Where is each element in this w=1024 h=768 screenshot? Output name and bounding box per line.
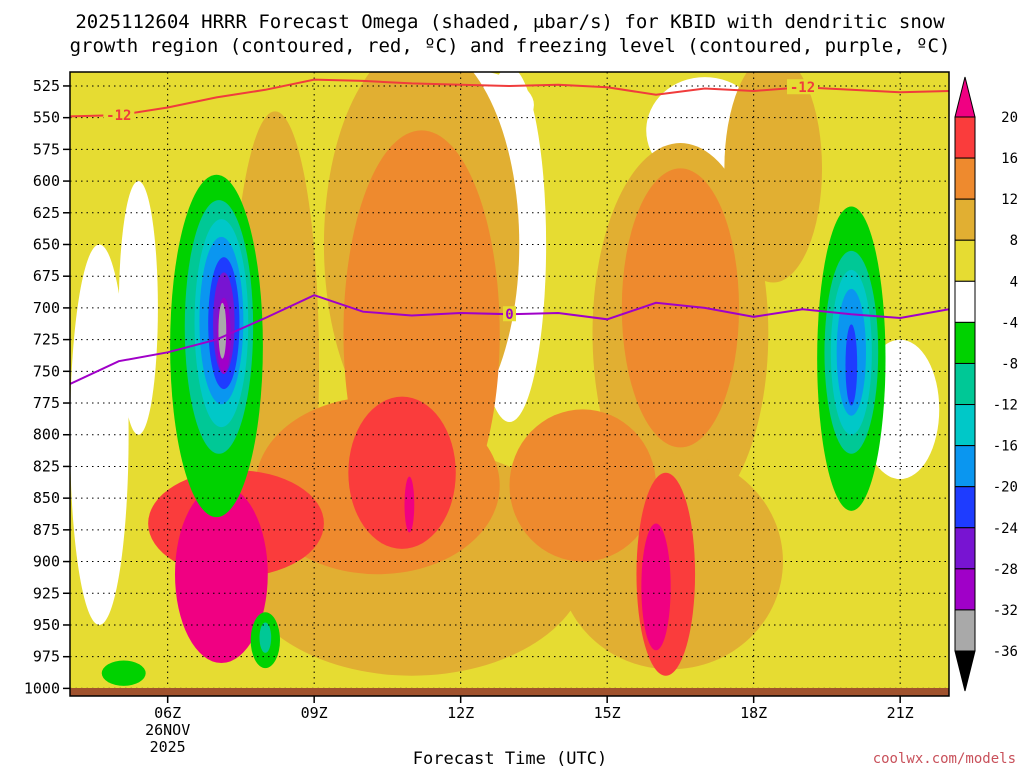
colorbar-label--12: -12 [993, 398, 1018, 414]
y-tick-label-975: 975 [33, 648, 60, 666]
omega-region-10 [348, 396, 456, 549]
dgz-contour-label-0: -12 [106, 108, 131, 124]
y-axis-pressure: 525 550 575 600 625 650 675 700 725 750 775 800 825 8… [24, 77, 70, 697]
omega-region-13 [174, 485, 268, 664]
colorbar-label--8: -8 [1001, 356, 1018, 372]
colorbar-swatch--4 [954, 280, 976, 323]
colorbar-label-4: 4 [1010, 274, 1018, 290]
x-tick-date: 26NOV [145, 721, 190, 739]
colorbar-swatch--16 [954, 404, 976, 447]
y-tick-label-675: 675 [33, 267, 60, 285]
omega-region-15 [404, 476, 415, 533]
x-tick-label-09Z: 09Z [301, 704, 328, 722]
site-credit: coolwx.com/models [873, 751, 1016, 767]
omega-region-7 [621, 168, 740, 448]
y-tick-label-600: 600 [33, 172, 60, 190]
dgz-contour-label-1: -12 [790, 80, 815, 96]
freezing-level-contour-label-bg-0 [503, 306, 516, 322]
colorbar-swatch-12 [954, 157, 976, 200]
omega-neutral-region-5 [70, 244, 129, 625]
colorbar-label--32: -32 [993, 603, 1018, 619]
y-tick-label-950: 950 [33, 616, 60, 634]
colorbar-swatch-16 [954, 116, 976, 159]
x-tick-label-12Z: 12Z [447, 704, 474, 722]
omega-neutral-region-6 [118, 181, 158, 435]
omega-region-9 [509, 409, 656, 562]
x-tick-label-18Z: 18Z [740, 704, 767, 722]
x-axis-label: Forecast Time (UTC) [413, 749, 607, 768]
colorbar-swatch--36 [954, 609, 976, 652]
x-tick-label-06Z: 06Z [154, 704, 181, 722]
y-tick-label-875: 875 [33, 521, 60, 539]
omega-region-29 [101, 660, 146, 686]
dgz-contour-label-bg-1 [787, 79, 818, 95]
x-tick-year: 2025 [150, 738, 186, 756]
omega-region-28 [845, 324, 858, 406]
y-tick-label-650: 650 [33, 235, 60, 253]
colorbar-label-16: 16 [1001, 151, 1018, 167]
ground-surface [70, 688, 949, 696]
colorbar-label--20: -20 [993, 480, 1018, 496]
colorbar-swatch--32 [954, 568, 976, 611]
colorbar-swatch--28 [954, 527, 976, 570]
colorbar-label-8: 8 [1010, 233, 1018, 249]
colorbar-label--4: -4 [1001, 315, 1018, 331]
colorbar-label-12: 12 [1001, 192, 1018, 208]
omega-region-23 [218, 302, 227, 359]
colorbar-legend: 20 16 12 8 4 -4 -8 -12 -16 -20 -24 -28 -32 -36 [954, 76, 1018, 692]
plot-area: -12 -12 0 [69, 71, 950, 697]
y-tick-label-825: 825 [33, 457, 60, 475]
contour-lines: -12 -12 0 [70, 78, 949, 385]
y-tick-label-850: 850 [33, 489, 60, 507]
y-tick-label-725: 725 [33, 331, 60, 349]
omega-region-5 [724, 72, 823, 283]
colorbar-swatch-bottom [954, 650, 976, 692]
omega-region-14 [641, 523, 671, 651]
x-tick-label-15Z: 15Z [594, 704, 621, 722]
colorbar-swatch--8 [954, 321, 976, 364]
freezing-level-contour-label-0: 0 [505, 307, 513, 323]
colorbar-label-20: 20 [1001, 110, 1018, 126]
colorbar-swatch--24 [954, 486, 976, 529]
colorbar-label--24: -24 [993, 521, 1018, 537]
colorbar-label--36: -36 [993, 644, 1018, 660]
y-tick-label-900: 900 [33, 553, 60, 571]
colorbar-swatch-top [954, 76, 976, 118]
y-tick-label-550: 550 [33, 109, 60, 127]
colorbar-label--28: -28 [993, 562, 1018, 578]
colorbar-swatch-4 [954, 239, 976, 282]
y-tick-label-575: 575 [33, 140, 60, 158]
chart-title-line2: growth region (contoured, red, ºC) and f… [70, 35, 951, 57]
y-tick-label-775: 775 [33, 394, 60, 412]
dgz-contour-label-bg-0 [103, 107, 135, 123]
colorbar-swatch--12 [954, 362, 976, 406]
omega-region-31 [259, 622, 272, 653]
y-tick-label-925: 925 [33, 584, 60, 602]
y-tick-label-525: 525 [33, 77, 60, 95]
colorbar-label--16: -16 [993, 439, 1018, 455]
x-tick-label-21Z: 21Z [887, 704, 914, 722]
chart-title-line1: 2025112604 HRRR Forecast Omega (shaded, … [75, 11, 945, 33]
y-tick-label-700: 700 [33, 299, 60, 317]
y-tick-label-1000: 1000 [24, 679, 60, 697]
colorbar-swatch--20 [954, 445, 976, 488]
colorbar-swatch-8 [954, 198, 976, 241]
y-tick-label-625: 625 [33, 204, 60, 222]
plot-frame [69, 71, 950, 697]
y-tick-label-750: 750 [33, 362, 60, 380]
y-tick-label-800: 800 [33, 426, 60, 444]
